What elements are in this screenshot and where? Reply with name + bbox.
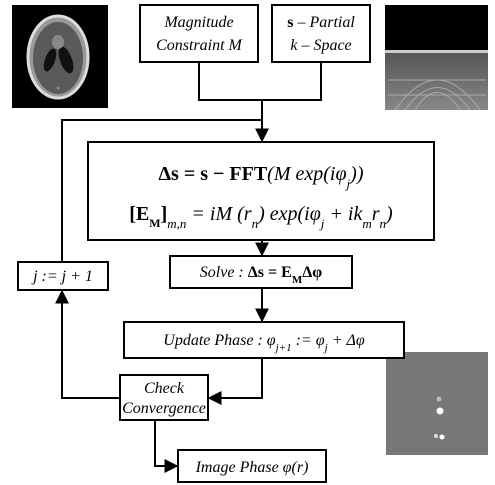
partial-label: k – Space (290, 37, 351, 54)
diagram: Magnitude Constraint M s – Partial k – S… (0, 0, 495, 485)
output-label: Image Phase φ(r) (195, 459, 309, 476)
partial-label: s – Partial (287, 14, 355, 31)
magnitude-label: Constraint M (156, 37, 243, 54)
phase-image (386, 352, 488, 455)
magnitude-label: Magnitude (163, 14, 233, 31)
phantom-image (12, 5, 108, 108)
kspace-image (385, 5, 488, 110)
check-label: Check (144, 380, 185, 397)
check-label: Convergence (122, 400, 206, 417)
increment-label: j := j + 1 (31, 268, 93, 285)
